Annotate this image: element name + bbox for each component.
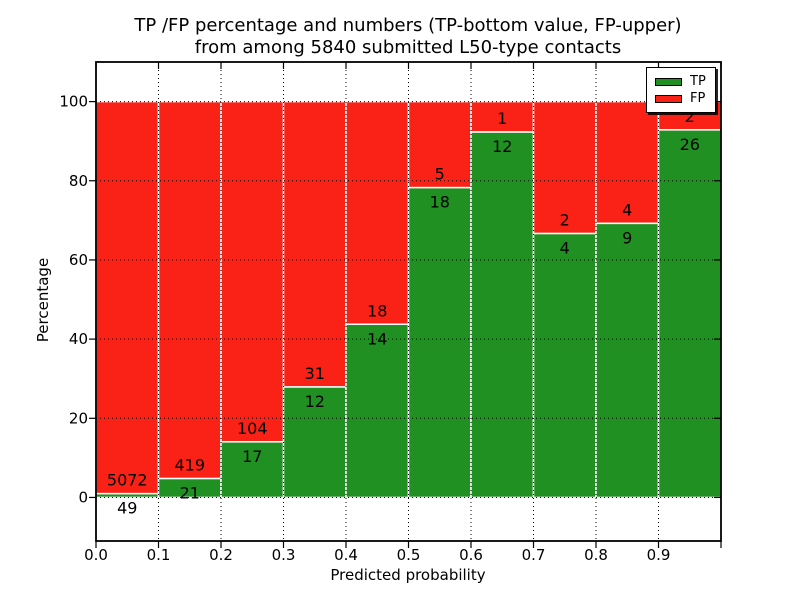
annotation-fp-5: 5 — [435, 165, 445, 184]
tp-color-swatch — [655, 77, 682, 86]
annotation-tp-4: 14 — [367, 329, 387, 348]
x-tick-label-3: 0.3 — [272, 546, 296, 564]
annotation-fp-0: 5072 — [107, 471, 148, 490]
x-tick-label-8: 0.8 — [584, 546, 608, 564]
plot-dynamic-layer: 50724941921104173112181451811224492260.0… — [59, 61, 722, 564]
bar-tp-5 — [407, 186, 472, 499]
annotation-tp-7: 4 — [560, 239, 570, 258]
bar-tp-8 — [595, 222, 660, 499]
legend-label-fp: FP — [690, 91, 706, 106]
bar-tp-6 — [470, 131, 535, 499]
legend: TP FP — [646, 67, 716, 113]
annotation-fp-2: 104 — [237, 419, 268, 438]
x-tick-label-7: 0.7 — [522, 546, 546, 564]
annotation-tp-9: 26 — [680, 135, 700, 154]
y-tick-label-2: 40 — [69, 330, 88, 348]
bar-fp-5 — [407, 100, 472, 189]
annotation-fp-7: 2 — [560, 211, 570, 230]
chart-title-line1: TP /FP percentage and numbers (TP-bottom… — [133, 15, 681, 36]
x-tick-label-1: 0.1 — [147, 546, 171, 564]
bar-tp-7 — [532, 232, 597, 499]
y-tick-label-3: 60 — [69, 251, 88, 269]
annotation-fp-9: 2 — [685, 107, 695, 126]
x-tick-label-2: 0.2 — [209, 546, 233, 564]
y-axis-label: Percentage — [34, 258, 52, 342]
x-axis-label: Predicted probability — [330, 566, 485, 584]
chart-title-line2: from among 5840 submitted L50-type conta… — [195, 37, 621, 58]
annotation-tp-3: 12 — [305, 392, 325, 411]
annotation-fp-4: 18 — [367, 301, 387, 320]
legend-label-tp: TP — [690, 74, 706, 89]
annotation-fp-1: 419 — [174, 456, 205, 475]
bar-tp-3 — [282, 386, 347, 499]
annotation-fp-8: 4 — [622, 200, 632, 219]
y-tick-label-1: 20 — [69, 409, 88, 427]
x-tick-label-9: 0.9 — [647, 546, 671, 564]
y-tick-label-0: 0 — [78, 488, 88, 506]
bar-fp-4 — [345, 100, 410, 326]
bar-fp-3 — [282, 100, 347, 388]
annotation-fp-3: 31 — [305, 364, 325, 383]
fp-color-swatch — [655, 94, 682, 103]
bar-fp-2 — [220, 100, 285, 443]
annotation-tp-8: 9 — [622, 228, 632, 247]
bar-fp-0 — [95, 100, 160, 495]
legend-item-fp: FP — [655, 90, 707, 107]
bar-tp-0 — [95, 492, 160, 499]
bar-tp-9 — [657, 129, 722, 499]
y-tick-label-5: 100 — [59, 93, 88, 111]
bar-fp-1 — [157, 100, 222, 480]
x-tick-label-5: 0.5 — [397, 546, 421, 564]
bar-tp-4 — [345, 323, 410, 499]
annotation-tp-2: 17 — [242, 447, 262, 466]
x-tick-label-4: 0.4 — [334, 546, 358, 564]
annotation-tp-0: 49 — [117, 499, 137, 518]
annotation-tp-5: 18 — [430, 193, 450, 212]
legend-item-tp: TP — [655, 73, 707, 90]
y-tick-label-4: 80 — [69, 172, 88, 190]
annotation-fp-6: 1 — [497, 109, 507, 128]
x-tick-label-6: 0.6 — [459, 546, 483, 564]
annotation-tp-6: 12 — [492, 137, 512, 156]
x-tick-label-0: 0.0 — [84, 546, 108, 564]
annotation-tp-1: 21 — [180, 484, 200, 503]
